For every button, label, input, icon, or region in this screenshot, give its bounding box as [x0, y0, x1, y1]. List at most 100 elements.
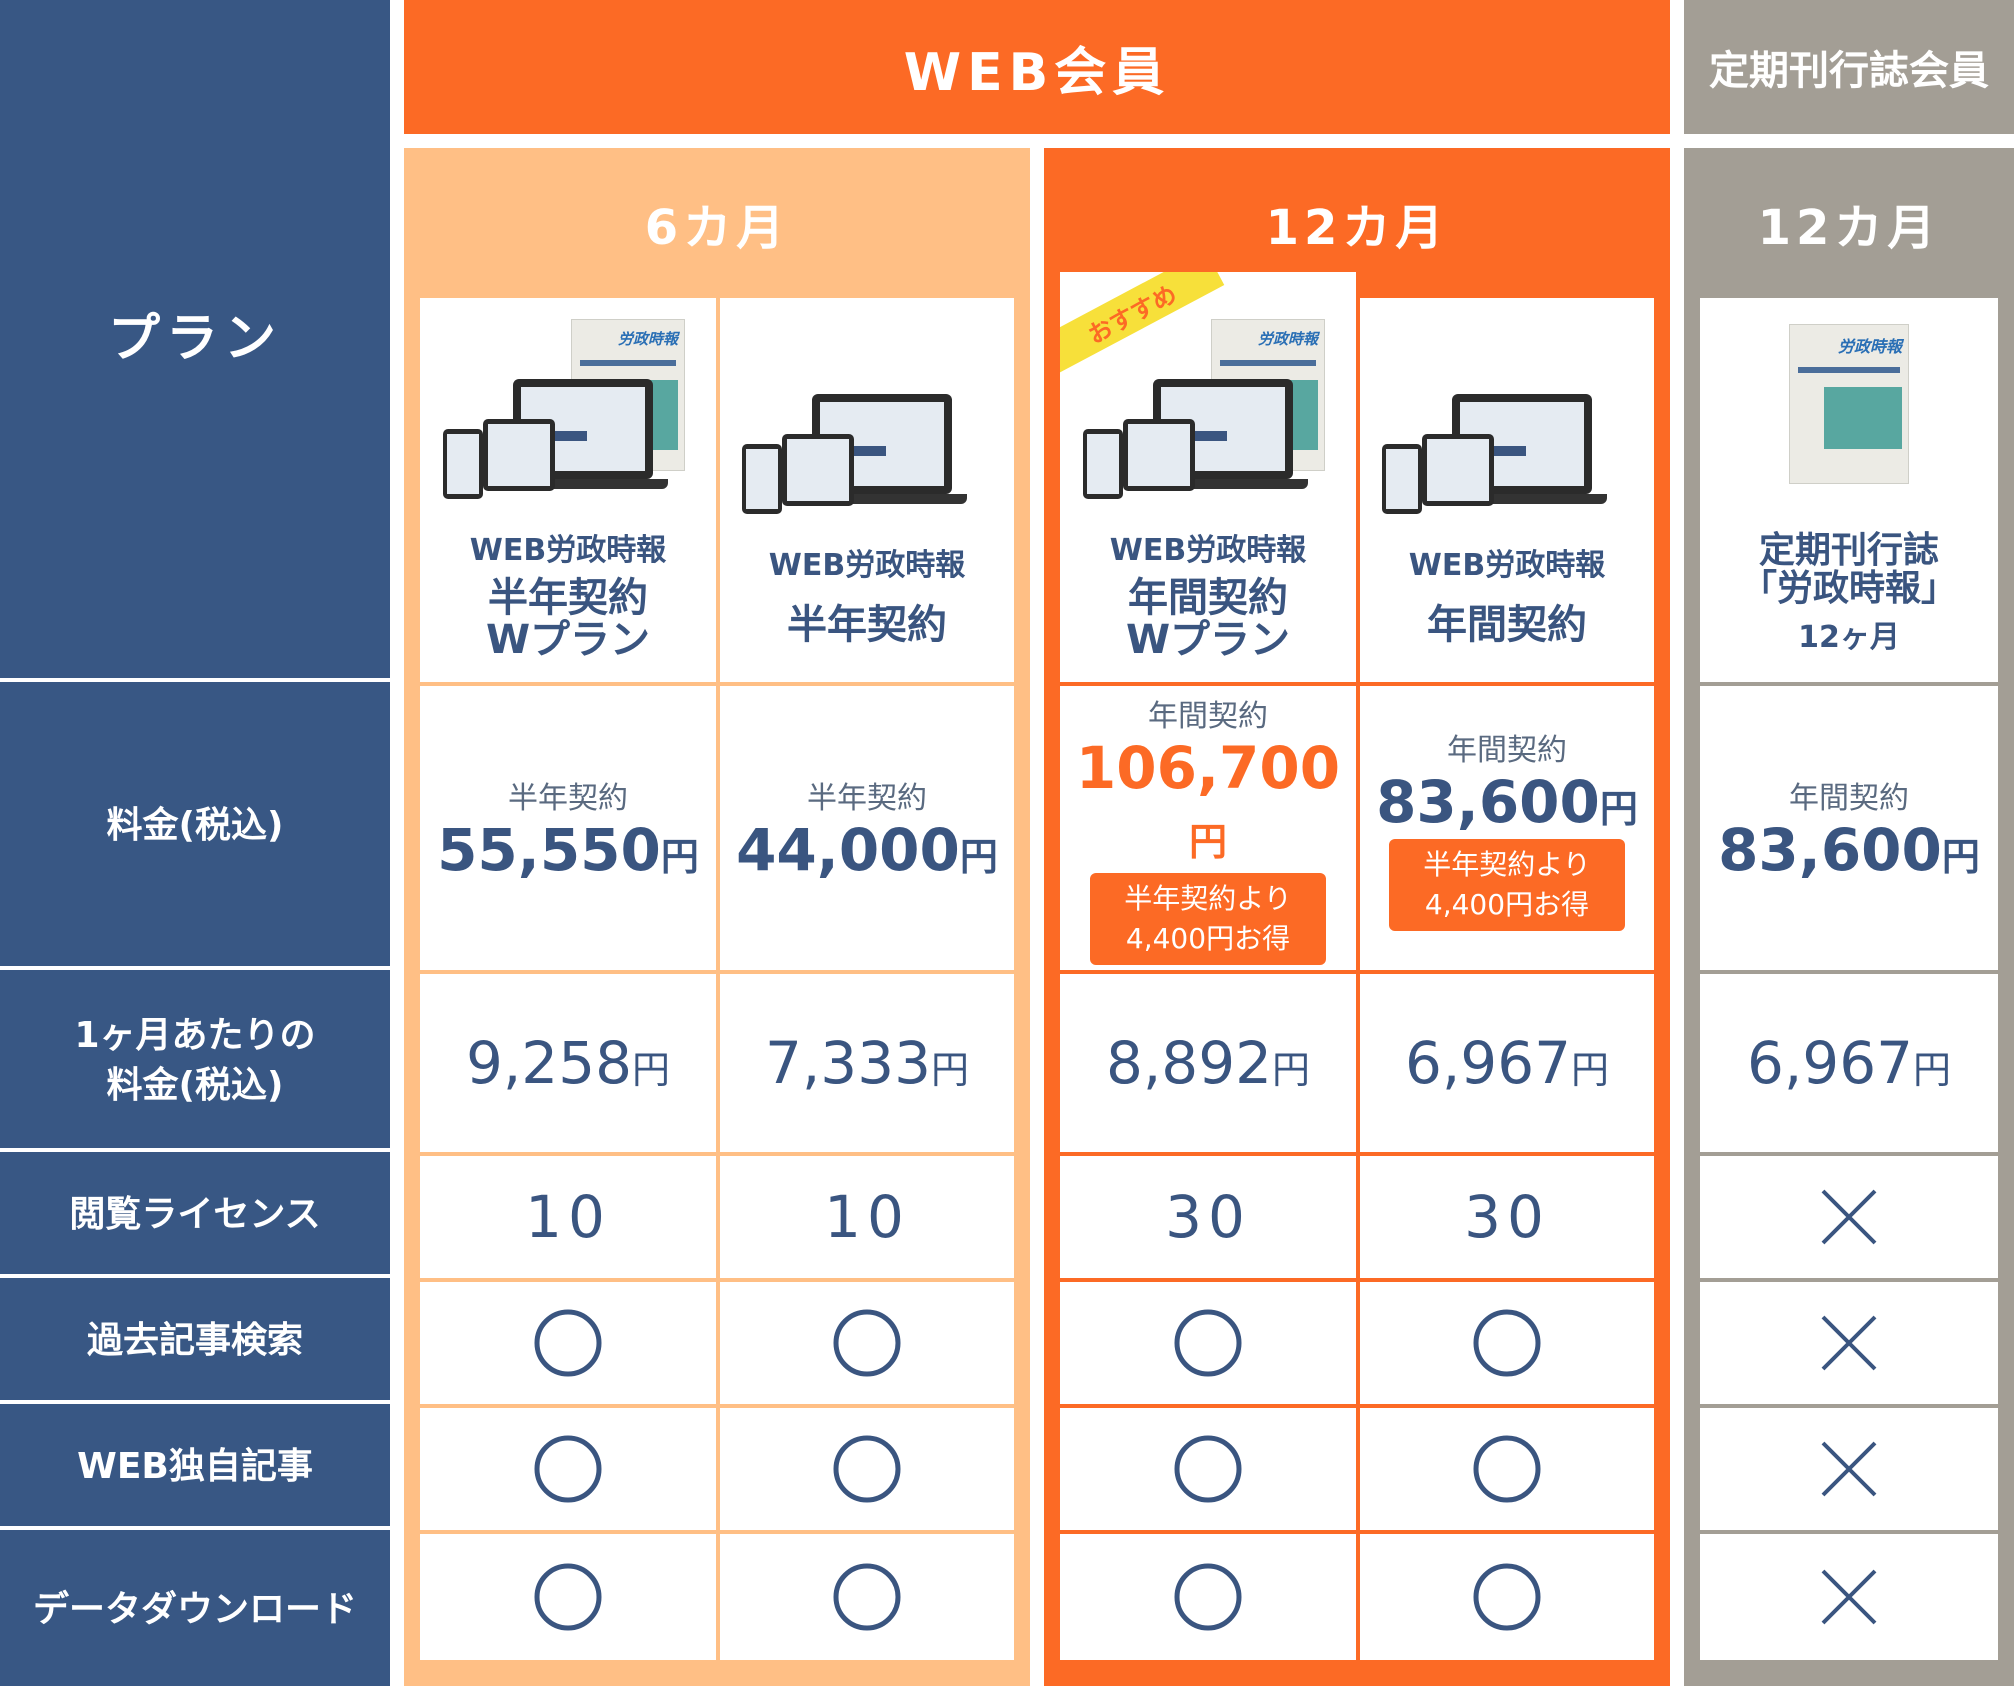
- archive-cell: [1360, 1282, 1654, 1404]
- circle-icon: [534, 1563, 602, 1631]
- license-value: 10: [824, 1183, 910, 1251]
- archive-cell: [420, 1282, 716, 1404]
- license-cell: 30: [1360, 1156, 1654, 1278]
- magazine-name-line3: 12ヶ月: [1798, 619, 1900, 655]
- price-value: 106,700円: [1075, 734, 1341, 864]
- monthly-cell: 8,892円: [1060, 974, 1356, 1152]
- monthly-row-label-line1: 1ヶ月あたりの: [74, 1014, 316, 1056]
- price-type: 半年契約: [807, 780, 927, 816]
- product-plan-line1: 年間契約: [1427, 602, 1587, 648]
- circle-icon: [534, 1435, 602, 1503]
- web-articles-row-label-text: WEB独自記事: [77, 1445, 313, 1487]
- price-type: 年間契約: [1789, 780, 1909, 816]
- web-articles-cell: [1360, 1408, 1654, 1530]
- product-plan-line2: Wプラン: [485, 617, 651, 663]
- product-name: WEB労政時報: [469, 533, 667, 568]
- circle-icon: [1174, 1563, 1242, 1631]
- monthly-value: 6,967円: [1746, 1029, 1952, 1097]
- price-type: 年間契約: [1148, 699, 1268, 735]
- price-cell: 年間契約 83,600円: [1700, 686, 1998, 970]
- savings-badge-line2: 4,400円お得: [1424, 888, 1590, 922]
- monthly-row-label: 1ヶ月あたりの 料金(税込): [0, 974, 390, 1152]
- devices-image: 労政時報: [443, 319, 693, 509]
- monthly-row-label-line2: 料金(税込): [106, 1065, 284, 1106]
- download-cell: [1360, 1534, 1654, 1660]
- x-icon: [1821, 1569, 1877, 1625]
- product-cell-annual: WEB労政時報 年間契約: [1360, 298, 1654, 682]
- circle-icon: [1174, 1435, 1242, 1503]
- circle-icon: [833, 1309, 901, 1377]
- monthly-value: 6,967円: [1404, 1029, 1610, 1097]
- monthly-value: 9,258円: [465, 1029, 671, 1097]
- archive-cell: [1060, 1282, 1356, 1404]
- download-cell: [420, 1534, 716, 1660]
- download-row-label-text: データダウンロード: [32, 1588, 357, 1630]
- product-plan-line2: Wプラン: [1125, 617, 1291, 663]
- product-cell-half-year: WEB労政時報 半年契約: [720, 298, 1014, 682]
- price-type: 年間契約: [1447, 732, 1567, 768]
- price-value: 44,000円: [736, 815, 998, 884]
- magazine-twelve-month-header: 12カ月: [1757, 200, 1941, 256]
- download-cell: [1060, 1534, 1356, 1660]
- license-value: 30: [1165, 1183, 1251, 1251]
- circle-icon: [1473, 1435, 1541, 1503]
- download-cell: [720, 1534, 1014, 1660]
- row-label-column-bg: [0, 0, 390, 1686]
- price-cell: 半年契約 55,550円: [420, 686, 716, 970]
- price-value: 83,600円: [1718, 815, 1980, 884]
- x-icon: [1821, 1315, 1877, 1371]
- archive-row-label: 過去記事検索: [0, 1282, 390, 1404]
- monthly-cell: 9,258円: [420, 974, 716, 1152]
- license-value: 30: [1464, 1183, 1550, 1251]
- magazine-member-header: 定期刊行誌会員: [1684, 0, 2014, 134]
- web-member-header: WEB会員: [404, 0, 1670, 134]
- price-cell: 半年契約 44,000円: [720, 686, 1014, 970]
- web-articles-row-label: WEB独自記事: [0, 1408, 390, 1530]
- product-name: WEB労政時報: [1109, 533, 1307, 568]
- devices-image: [742, 334, 992, 524]
- web-articles-cell: [1700, 1408, 1998, 1530]
- monthly-cell: 6,967円: [1700, 974, 1998, 1152]
- download-row-label: データダウンロード: [0, 1534, 390, 1686]
- price-row-label: 料金(税込): [0, 686, 390, 970]
- license-cell: 30: [1060, 1156, 1356, 1278]
- circle-icon: [833, 1563, 901, 1631]
- plan-label-text: プラン: [107, 308, 282, 369]
- product-plan-line1: 半年契約: [787, 602, 947, 648]
- product-cell-annual-w: おすすめ 労政時報 WEB労政時報 年間契約 Wプラン: [1060, 272, 1356, 682]
- product-cell-half-year-w: 労政時報 WEB労政時報 半年契約 Wプラン: [420, 298, 716, 682]
- devices-image: 労政時報: [1083, 319, 1333, 509]
- circle-icon: [833, 1435, 901, 1503]
- price-value: 83,600円: [1376, 767, 1638, 836]
- savings-badge-line1: 半年契約より: [1423, 848, 1591, 882]
- web-articles-cell: [420, 1408, 716, 1530]
- x-icon: [1821, 1189, 1877, 1245]
- monthly-cell: 6,967円: [1360, 974, 1654, 1152]
- savings-badge-line2: 4,400円お得: [1125, 921, 1291, 955]
- license-value: 10: [525, 1183, 611, 1251]
- devices-image: [1382, 334, 1632, 524]
- monthly-value: 8,892円: [1105, 1029, 1311, 1097]
- circle-icon: [1174, 1309, 1242, 1377]
- magazine-name-line1: 定期刊行誌: [1758, 530, 1939, 572]
- download-cell: [1700, 1534, 1998, 1660]
- license-cell: [1700, 1156, 1998, 1278]
- web-articles-cell: [720, 1408, 1014, 1530]
- monthly-cell: 7,333円: [720, 974, 1014, 1152]
- product-name: WEB労政時報: [768, 548, 966, 583]
- plan-label: プラン: [0, 0, 390, 682]
- license-row-label: 閲覧ライセンス: [0, 1156, 390, 1278]
- circle-icon: [534, 1309, 602, 1377]
- circle-icon: [1473, 1563, 1541, 1631]
- archive-cell: [720, 1282, 1014, 1404]
- web-articles-cell: [1060, 1408, 1356, 1530]
- savings-badge: 半年契約より 4,400円お得: [1389, 839, 1625, 932]
- archive-row-label-text: 過去記事検索: [86, 1319, 303, 1361]
- license-cell: 10: [720, 1156, 1014, 1278]
- twelve-month-header: 12カ月: [1265, 200, 1449, 256]
- license-row-label-text: 閲覧ライセンス: [69, 1193, 321, 1235]
- x-icon: [1821, 1441, 1877, 1497]
- monthly-value: 7,333円: [764, 1029, 970, 1097]
- magazine-cover-image: 労政時報: [1789, 324, 1909, 485]
- savings-badge: 半年契約より 4,400円お得: [1090, 872, 1326, 965]
